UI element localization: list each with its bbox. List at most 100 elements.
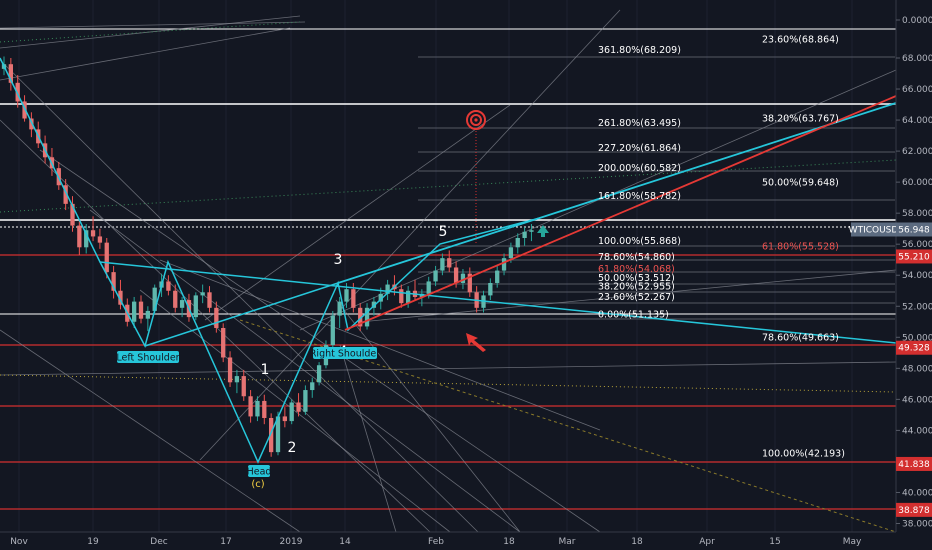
- fib-label-right: 23.60%(68.864): [762, 35, 839, 46]
- candle-body: [495, 270, 500, 283]
- candle-body: [316, 365, 322, 383]
- candle-body: [501, 258, 507, 271]
- candle-body: [385, 284, 390, 294]
- x-tick-label: 18: [503, 537, 515, 547]
- last-price-tag: [896, 222, 932, 237]
- candle-body: [241, 376, 246, 397]
- price-tag: [896, 249, 932, 264]
- candle-body: [371, 301, 377, 308]
- candle-body: [145, 310, 150, 319]
- fib-labels: 23.60%(68.864) 38.20%(63.767) 50.00%(59.64…: [598, 35, 845, 460]
- fib-label-right: 78.60%(49.663): [762, 333, 839, 344]
- fib-label-right: 61.80%(55.528): [762, 242, 839, 253]
- y-tick-label: 44.000: [902, 426, 932, 436]
- x-tick-label: 2019: [280, 537, 303, 547]
- fib-label-mid: 23.60%(52.267): [598, 292, 675, 303]
- wave-label: 5: [439, 224, 448, 240]
- y-tick-label: 0.0000: [902, 16, 932, 26]
- candle-body: [515, 237, 520, 248]
- fib-label-mid: 227.20%(61.864): [598, 143, 681, 154]
- y-tick-label: 40.000: [902, 488, 932, 498]
- candle-body: [166, 281, 171, 291]
- wave-label: 3: [334, 252, 343, 268]
- candle-body: [179, 300, 185, 308]
- red-trend-line: [344, 95, 897, 331]
- candle-body: [15, 82, 20, 102]
- candle-body: [173, 290, 178, 308]
- candle-body: [84, 230, 89, 248]
- target-icon-dot: [474, 118, 478, 122]
- candle-body: [440, 258, 445, 271]
- candle-body: [22, 101, 27, 119]
- candle-body: [508, 247, 514, 259]
- trend-line: [0, 21, 306, 29]
- y-tick-label: 46.000: [902, 395, 932, 405]
- candle-body: [152, 287, 157, 311]
- target-icon-inner: [470, 114, 482, 126]
- candle-body: [522, 231, 527, 238]
- down-arrow-icon: [466, 333, 486, 352]
- candle-body: [111, 272, 116, 291]
- x-tick-label: Nov: [10, 537, 28, 547]
- candle-body: [378, 293, 383, 302]
- trend-line: [0, 329, 301, 533]
- candle-body: [193, 295, 198, 318]
- candle-body: [337, 301, 342, 316]
- candle-body: [200, 292, 205, 296]
- fib-label-mid: 100.00%(55.868): [598, 236, 681, 247]
- target-icon: [466, 110, 486, 130]
- trend-line: [335, 299, 521, 533]
- y-tick-label: 64.000: [902, 116, 932, 126]
- y-tick-label: 60.000: [902, 178, 932, 188]
- trend-line: [204, 104, 511, 321]
- candle-body: [269, 417, 274, 453]
- candle-body: [97, 236, 103, 243]
- y-tick-label: 58.000: [902, 209, 932, 219]
- fib-label-mid: 261.80%(63.495): [598, 118, 681, 129]
- candle-body: [221, 327, 226, 358]
- trend-line: [159, 259, 601, 431]
- pattern-badge: [313, 347, 377, 359]
- candle-body: [275, 416, 281, 453]
- trend-line: [199, 9, 621, 461]
- candle-body: [399, 289, 404, 304]
- price-axis[interactable]: 0.0000 68.000 66.000 64.000 62.000 60.000 58.0…: [895, 0, 932, 532]
- fib-label-mid: 61.80%(54.068): [598, 264, 675, 275]
- y-tick-label: 38.000: [902, 520, 932, 530]
- trend-line: [0, 27, 291, 81]
- candle-body: [447, 258, 452, 268]
- candle-body: [90, 230, 96, 237]
- pattern-badge: [117, 351, 179, 363]
- candle-body: [118, 290, 123, 305]
- candle-body: [214, 307, 219, 328]
- price-tag-label: 41.838: [898, 460, 930, 470]
- symbol-tag: [851, 222, 896, 237]
- candle-body: [488, 282, 493, 296]
- pattern-label: Head: [247, 467, 272, 478]
- candle-body: [289, 402, 294, 422]
- candle-body: [227, 357, 233, 383]
- fib-label-mid: 200.00%(60.582): [598, 163, 681, 174]
- candle-body: [310, 382, 315, 391]
- time-axis[interactable]: Nov 19 Dec 17 2019 14 Feb 18 Mar 18 Apr 15 May: [0, 531, 932, 550]
- trend-lines: [0, 9, 897, 533]
- fib-label-right: 38.20%(63.767): [762, 114, 839, 125]
- pattern-badge: [248, 465, 270, 477]
- y-tick-label: 66.000: [902, 85, 932, 95]
- grid-lines: [18, 0, 853, 532]
- wave-path: [0, 57, 541, 464]
- horizontal-lines: [0, 28, 896, 510]
- trend-line: [39, 149, 601, 533]
- price-tag-label: 38.878: [898, 506, 930, 516]
- x-tick-label: Feb: [428, 537, 444, 547]
- candle-body: [433, 270, 438, 282]
- candle-body: [467, 273, 472, 293]
- candle-body: [234, 376, 240, 383]
- candle-body: [104, 242, 109, 273]
- candle-body: [262, 400, 267, 418]
- trend-line: [0, 15, 301, 49]
- x-tick-label: May: [843, 537, 862, 547]
